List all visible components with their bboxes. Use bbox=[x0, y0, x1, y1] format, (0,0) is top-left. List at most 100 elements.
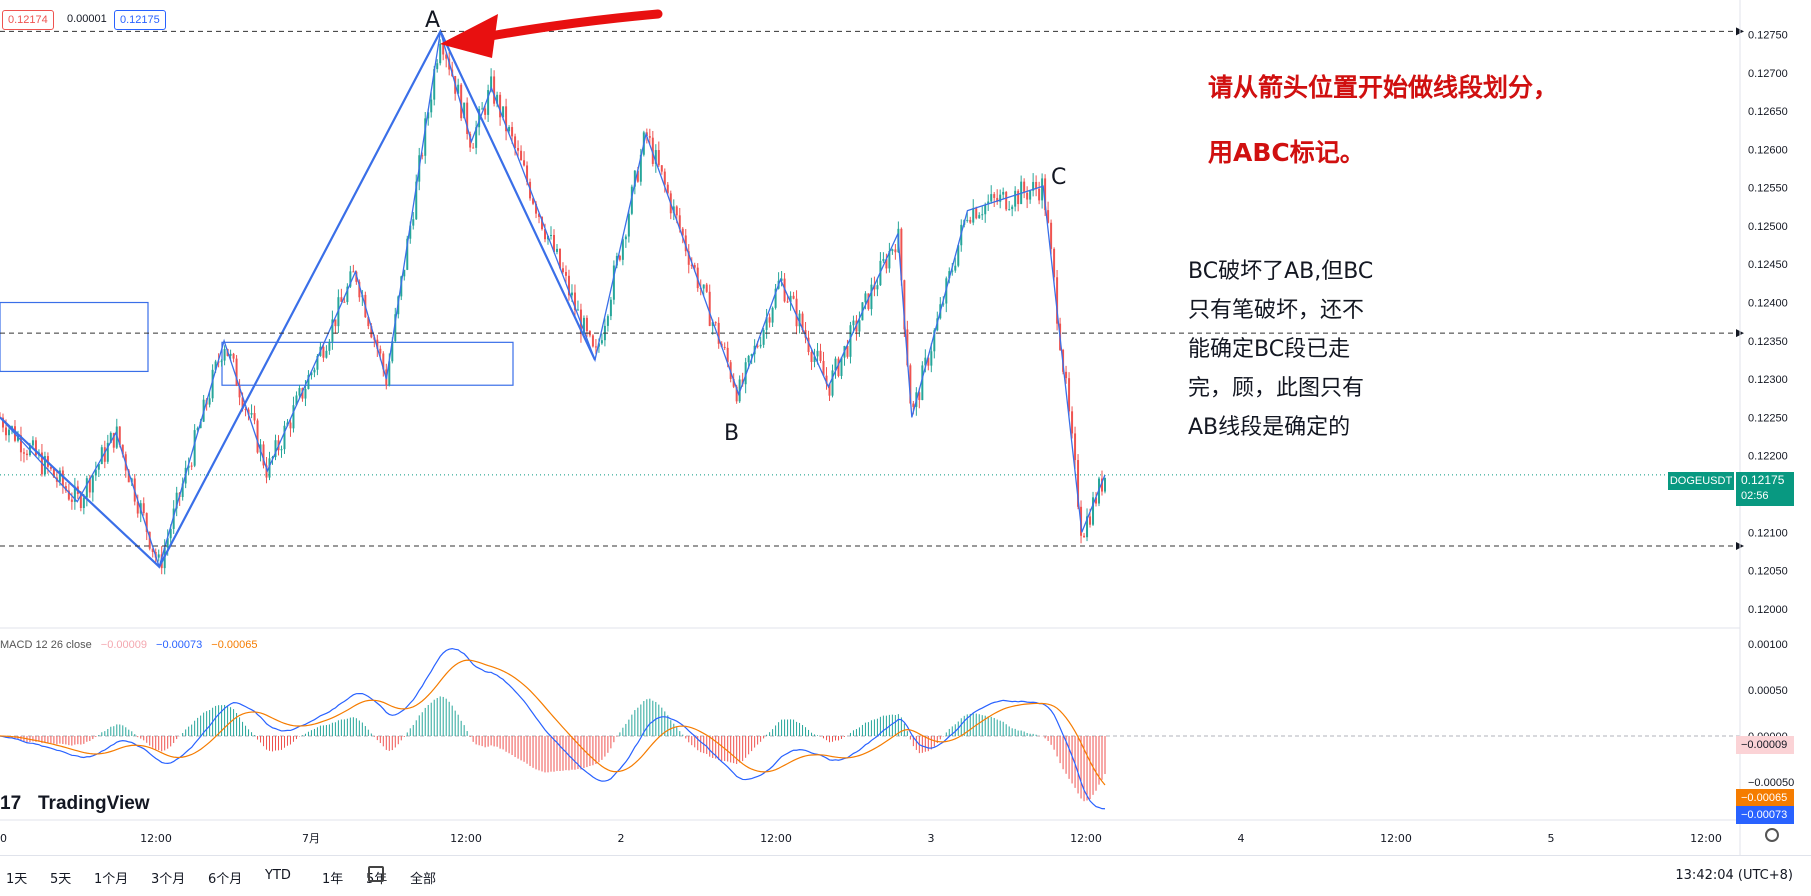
candle-body bbox=[313, 369, 316, 373]
clock[interactable]: 13:42:04 (UTC+8) bbox=[1675, 868, 1793, 883]
time-tick-label: 12:00 bbox=[1070, 832, 1102, 845]
candle-body bbox=[636, 170, 639, 182]
time-tick-label: 12:00 bbox=[1690, 832, 1722, 845]
candle-body bbox=[1029, 190, 1032, 200]
time-axis[interactable]: 0 12:00 7月 12:00 2 12:00 3 12:00 4 12:00 5 12:00 bbox=[0, 819, 1740, 845]
candle-body bbox=[343, 301, 346, 303]
price-tick-label: 0.12250 bbox=[1748, 412, 1788, 424]
timeframe-button[interactable]: 3个月 bbox=[151, 872, 186, 887]
chart-canvas[interactable]: 0.12750 0.12700 0.12650 0.12600 0.12550 0.125… bbox=[0, 0, 1811, 855]
candle-body bbox=[1032, 181, 1035, 191]
candle-body bbox=[196, 428, 199, 431]
arrow-annotation bbox=[440, 9, 663, 58]
macd-line-tag: −0.00073 bbox=[1736, 806, 1794, 824]
candle-body bbox=[322, 346, 325, 358]
pen-stroke[interactable] bbox=[0, 31, 1106, 569]
price-tick-label: 0.12650 bbox=[1748, 106, 1788, 118]
price-axis[interactable]: 0.12750 0.12700 0.12650 0.12600 0.12550 0.125… bbox=[1739, 0, 1794, 855]
candle-body bbox=[1044, 178, 1047, 211]
candle-body bbox=[463, 102, 466, 119]
candle-body bbox=[1071, 411, 1074, 434]
candle-body bbox=[406, 238, 409, 270]
price-tick-label: 0.12450 bbox=[1748, 259, 1788, 271]
candle-body bbox=[681, 228, 684, 236]
candle-body bbox=[517, 148, 520, 151]
candle-body bbox=[280, 449, 283, 451]
symbol-tag[interactable]: DOGEUSDT bbox=[1668, 472, 1734, 490]
candle-body bbox=[1008, 209, 1011, 211]
candle-body bbox=[106, 442, 109, 462]
candle-body bbox=[903, 280, 906, 330]
candle-body bbox=[873, 284, 876, 290]
candle-body bbox=[606, 316, 609, 326]
candle-body bbox=[433, 69, 436, 100]
candle-body bbox=[1095, 497, 1098, 504]
timeframe-button[interactable]: 1个月 bbox=[94, 872, 129, 887]
timeframe-button[interactable]: 6个月 bbox=[208, 872, 243, 887]
bid-price[interactable]: 0.12174 bbox=[2, 10, 54, 30]
candle-body bbox=[600, 340, 603, 344]
timeframe-button[interactable]: 5天 bbox=[50, 872, 72, 887]
candle-body bbox=[930, 351, 933, 366]
candle-body bbox=[726, 347, 729, 363]
candle-body bbox=[999, 194, 1002, 202]
candle-body bbox=[472, 147, 475, 149]
consolidation-box[interactable] bbox=[0, 301, 149, 373]
candle-body bbox=[876, 285, 879, 290]
candle-body bbox=[633, 170, 636, 187]
candle-body bbox=[211, 369, 214, 399]
candle-body bbox=[238, 385, 241, 398]
candle-body bbox=[223, 349, 226, 361]
candle-body bbox=[933, 330, 936, 352]
candle-body bbox=[951, 270, 954, 272]
candle-body bbox=[190, 465, 193, 467]
last-price-tag[interactable]: 0.12175 02:56 bbox=[1736, 472, 1794, 506]
time-tick-label: 12:00 bbox=[450, 832, 482, 845]
candle-body bbox=[1086, 516, 1089, 538]
candle-body bbox=[714, 322, 717, 324]
candle-body bbox=[166, 538, 169, 548]
date-range-icon[interactable] bbox=[368, 866, 384, 882]
candle-body bbox=[921, 365, 924, 401]
candle-body bbox=[82, 497, 85, 509]
settings-icon[interactable] bbox=[1765, 828, 1779, 842]
timeframe-button[interactable]: 1天 bbox=[6, 872, 28, 887]
timeframe-button[interactable]: YTD bbox=[265, 868, 291, 883]
ask-price[interactable]: 0.12175 bbox=[114, 10, 166, 30]
candle-body bbox=[819, 350, 822, 361]
candle-body bbox=[352, 271, 355, 273]
macd-tick-label: −0.00050 bbox=[1748, 777, 1794, 789]
candle-body bbox=[825, 375, 828, 384]
candle-body bbox=[232, 353, 235, 359]
candle-body bbox=[831, 370, 834, 396]
timeframe-button[interactable]: 5年 bbox=[366, 872, 388, 887]
candle-body bbox=[424, 118, 427, 156]
candle-body bbox=[34, 440, 37, 456]
candle-body bbox=[52, 468, 55, 478]
candle-body bbox=[262, 444, 265, 466]
timeframe-button[interactable]: 全部 bbox=[410, 872, 437, 887]
candle-body bbox=[268, 458, 271, 478]
macd-pane bbox=[0, 647, 1106, 810]
candle-body bbox=[325, 350, 328, 358]
timeframe-button[interactable]: 1年 bbox=[322, 872, 344, 887]
candle-body bbox=[250, 413, 253, 415]
candle-body bbox=[85, 478, 88, 498]
candle-body bbox=[148, 531, 151, 549]
segment-line[interactable] bbox=[0, 28, 596, 569]
candle-body bbox=[502, 106, 505, 118]
candle-body bbox=[172, 508, 175, 529]
candle-body bbox=[591, 335, 594, 347]
candle-body bbox=[169, 528, 172, 539]
candle-body bbox=[274, 440, 277, 458]
candle-body bbox=[145, 513, 148, 532]
candle-body bbox=[564, 271, 567, 276]
candle-body bbox=[885, 259, 888, 269]
tradingview-logo[interactable]: 17 TradingView bbox=[0, 793, 150, 814]
candle-body bbox=[678, 215, 681, 229]
label-b: B bbox=[724, 421, 739, 446]
candle-body bbox=[100, 447, 103, 465]
time-tick-label: 7月 bbox=[302, 832, 320, 845]
candle-body bbox=[25, 453, 28, 456]
macd-signal-tag: −0.00065 bbox=[1736, 789, 1794, 807]
